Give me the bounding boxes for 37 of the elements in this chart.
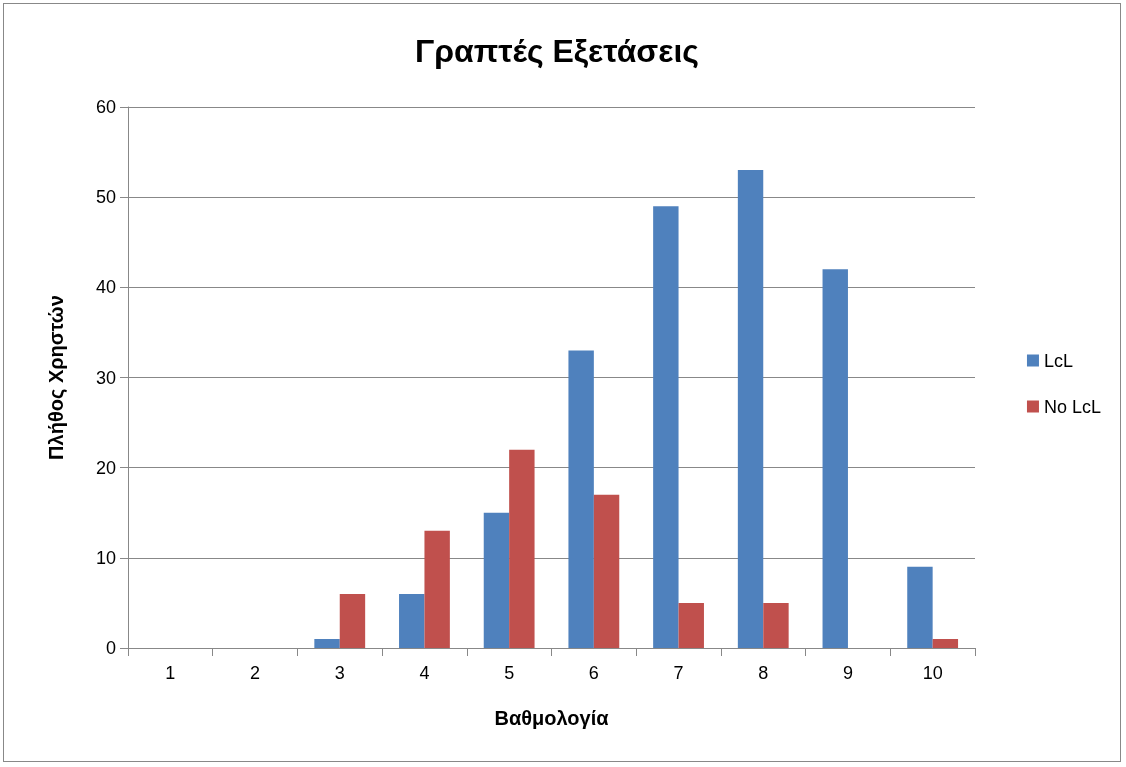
x-axis-title: Βαθμολογία [494,707,610,729]
bar [314,638,340,648]
x-tick-label: 6 [588,663,599,683]
legend-label: LcL [1043,350,1073,371]
x-tick-label: 8 [758,663,769,683]
x-tick-label: 5 [504,663,515,683]
x-tick-label: 1 [165,663,176,683]
bar [593,494,620,648]
bar [763,602,789,648]
bar [399,593,425,648]
y-tick-label: 0 [105,638,116,658]
x-tick-label: 10 [922,663,943,683]
bar [339,593,366,648]
legend-label: No LcL [1043,396,1102,417]
y-tick-label: 50 [95,187,116,208]
x-tick-label: 3 [334,663,345,683]
y-tick-label: 30 [95,367,116,388]
y-axis-title: Πλήθος Χρηστών [45,295,67,460]
bar [822,269,848,648]
y-tick-label: 60 [95,97,116,117]
chart-title: Γραπτές Εξετάσεις [415,33,699,69]
x-tick-label: 7 [673,663,684,683]
bar [737,170,764,648]
y-tick-label: 40 [95,277,116,298]
bar [509,449,535,648]
x-tick-label: 9 [842,663,853,683]
bar [678,602,704,648]
x-tick-label: 2 [250,663,261,683]
y-tick-label: 10 [95,547,116,568]
y-tick-label: 20 [95,457,116,478]
bar [424,530,450,648]
bar [568,350,594,648]
bar [653,206,679,648]
bar [483,512,510,648]
bar [932,638,959,648]
bar [907,566,933,648]
x-tick-label: 4 [419,663,430,683]
